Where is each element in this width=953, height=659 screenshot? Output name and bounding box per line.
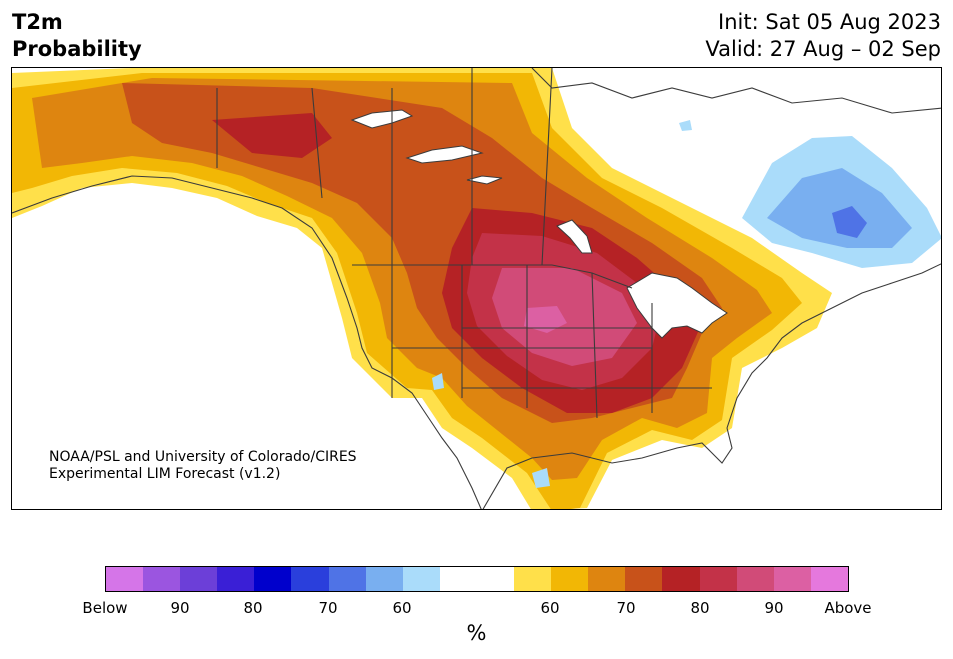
lakes (350, 109, 728, 339)
colorbar-swatch (514, 567, 552, 591)
forecast-map: NOAA/PSL and University of Colorado/CIRE… (11, 67, 942, 510)
colorbar-tick-label: 90 (764, 599, 784, 617)
colorbar-tick-label: Below (82, 599, 128, 617)
colorbar-swatch (439, 567, 477, 591)
colorbar-swatch (699, 567, 737, 591)
colorbar-unit: % (466, 621, 487, 645)
colorbar-swatch (291, 567, 329, 591)
probability-shading (12, 68, 832, 509)
colorbar-swatch (143, 567, 181, 591)
colorbar-swatch (217, 567, 255, 591)
colorbar-swatch (551, 567, 589, 591)
colorbar-tick-label: 80 (690, 599, 710, 617)
credit-line-2: Experimental LIM Forecast (v1.2) (49, 466, 281, 482)
colorbar-swatch (254, 567, 292, 591)
colorbar-tick-label: 90 (170, 599, 190, 617)
colorbar-tick-label: 70 (318, 599, 338, 617)
colorbar-tick-label: 70 (616, 599, 636, 617)
map-title: T2m Probability (12, 9, 142, 63)
init-date: Init: Sat 05 Aug 2023 (718, 10, 941, 34)
credit-text: NOAA/PSL and University of Colorado/CIRE… (49, 449, 357, 483)
colorbar-swatch (736, 567, 774, 591)
colorbar-swatch (328, 567, 366, 591)
colorbar-swatch (810, 567, 848, 591)
colorbar-swatch (180, 567, 218, 591)
colorbar-swatch (106, 567, 144, 591)
colorbar (105, 566, 849, 592)
colorbar-swatch (402, 567, 440, 591)
colorbar-swatch (773, 567, 811, 591)
colorbar-swatch (588, 567, 626, 591)
colorbar-tick-label: Above (824, 599, 872, 617)
boundaries (12, 68, 941, 509)
title-line-1: T2m (12, 10, 63, 34)
colorbar-tick-label: 60 (540, 599, 560, 617)
forecast-dates: Init: Sat 05 Aug 2023 Valid: 27 Aug – 02… (705, 9, 941, 63)
colorbar-swatch (625, 567, 663, 591)
colorbar-ticks: Below 90 80 70 60 60 70 80 90 Above (0, 599, 953, 619)
colorbar-swatch (476, 567, 515, 591)
valid-date: Valid: 27 Aug – 02 Sep (705, 37, 941, 61)
credit-line-1: NOAA/PSL and University of Colorado/CIRE… (49, 449, 357, 465)
colorbar-tick-label: 60 (392, 599, 412, 617)
probability-map-graphic (12, 68, 941, 509)
title-line-2: Probability (12, 37, 142, 61)
colorbar-swatch (662, 567, 700, 591)
below-normal-shading (432, 120, 941, 488)
colorbar-tick-label: 80 (243, 599, 263, 617)
colorbar-swatch (365, 567, 403, 591)
